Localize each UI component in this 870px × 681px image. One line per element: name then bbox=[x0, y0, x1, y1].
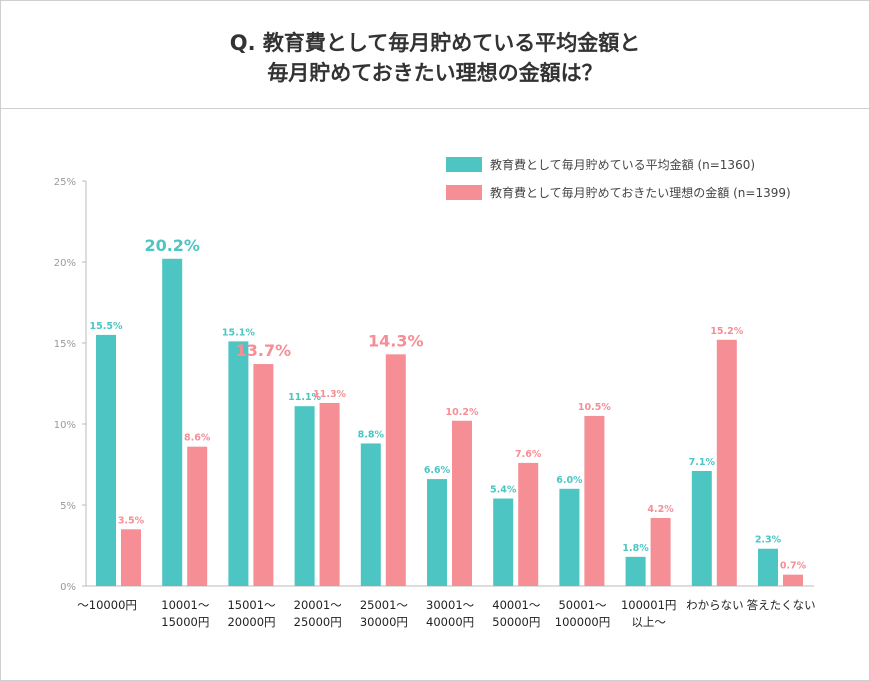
data-label: 6.0% bbox=[556, 475, 583, 486]
data-label: 8.6% bbox=[184, 433, 211, 444]
x-tick-label: 20000円 bbox=[227, 615, 275, 629]
data-label: 11.3% bbox=[313, 389, 346, 400]
y-tick-label: 5% bbox=[60, 501, 76, 512]
x-tick-label: 25001～ bbox=[360, 598, 409, 612]
bar bbox=[162, 258, 183, 586]
x-tick-label: 40001～ bbox=[492, 598, 541, 612]
data-label: 10.2% bbox=[446, 407, 479, 418]
bar bbox=[559, 488, 580, 586]
x-tick-label: 40000円 bbox=[426, 615, 474, 629]
legend-label: 教育費として毎月貯めている平均金額 (n=1360) bbox=[490, 157, 756, 172]
data-label: 6.6% bbox=[424, 465, 451, 476]
y-tick-label: 15% bbox=[54, 339, 76, 350]
bar bbox=[650, 517, 671, 586]
legend-item-ideal: 教育費として毎月貯めておきたい理想の金額 (n=1399) bbox=[446, 178, 791, 206]
data-label: 7.1% bbox=[689, 457, 716, 468]
x-tick-label: 50001～ bbox=[558, 598, 607, 612]
bar bbox=[758, 548, 778, 586]
legend-swatch-pink bbox=[446, 184, 482, 200]
data-label: 13.7% bbox=[236, 341, 292, 360]
data-label: 1.8% bbox=[622, 543, 649, 554]
bar bbox=[96, 334, 116, 586]
data-label: 14.3% bbox=[368, 331, 424, 350]
bar bbox=[121, 529, 141, 586]
y-tick-label: 20% bbox=[54, 258, 76, 269]
x-tick-label: 25000円 bbox=[294, 615, 342, 629]
x-tick-label: わからない bbox=[686, 598, 744, 612]
bar bbox=[187, 446, 208, 586]
bar bbox=[783, 574, 803, 586]
bar bbox=[625, 556, 646, 586]
title-line-1: Q. 教育費として毎月貯めている平均金額と bbox=[229, 31, 641, 55]
bar bbox=[518, 462, 539, 586]
bar bbox=[360, 443, 381, 586]
x-tick-label: 10001～ bbox=[161, 598, 210, 612]
data-label: 15.2% bbox=[710, 326, 743, 337]
x-tick-label: 20001～ bbox=[294, 598, 343, 612]
bar bbox=[584, 415, 605, 586]
bar bbox=[294, 406, 315, 586]
bar bbox=[228, 341, 249, 586]
x-tick-label: 15001～ bbox=[227, 598, 276, 612]
bar bbox=[691, 470, 712, 586]
legend-item-average: 教育費として毎月貯めている平均金額 (n=1360) bbox=[446, 150, 791, 178]
data-label: 2.3% bbox=[755, 535, 782, 546]
y-tick-label: 0% bbox=[60, 582, 76, 593]
bar bbox=[427, 479, 447, 586]
data-label: 5.4% bbox=[490, 485, 517, 496]
bar bbox=[319, 402, 340, 586]
data-label: 20.2% bbox=[144, 236, 200, 255]
bar bbox=[253, 364, 274, 586]
data-label: 15.1% bbox=[222, 327, 255, 338]
x-tick-label: 100001円 bbox=[621, 598, 676, 612]
x-tick-label: 30000円 bbox=[360, 615, 408, 629]
y-tick-label: 25% bbox=[54, 177, 76, 188]
data-label: 8.8% bbox=[358, 429, 385, 440]
data-label: 4.2% bbox=[647, 504, 674, 515]
data-label: 3.5% bbox=[118, 515, 145, 526]
x-tick-label: 50000円 bbox=[492, 615, 540, 629]
y-tick-label: 10% bbox=[54, 420, 76, 431]
x-tick-label: ～10000円 bbox=[77, 598, 137, 612]
legend-swatch-teal bbox=[446, 156, 482, 172]
title-line-2: 毎月貯めておきたい理想の金額は？ bbox=[267, 61, 603, 85]
legend-label: 教育費として毎月貯めておきたい理想の金額 (n=1399) bbox=[490, 185, 791, 200]
data-label: 15.5% bbox=[90, 321, 123, 332]
data-label: 7.6% bbox=[515, 449, 542, 460]
bar bbox=[716, 339, 737, 586]
x-tick-label: 答えたくない bbox=[747, 598, 816, 612]
x-tick-label: 15000円 bbox=[161, 615, 209, 629]
bar bbox=[493, 498, 514, 586]
legend: 教育費として毎月貯めている平均金額 (n=1360) 教育費として毎月貯めておき… bbox=[446, 150, 791, 206]
data-label: 0.7% bbox=[780, 561, 807, 572]
data-label: 11.1% bbox=[288, 392, 321, 403]
x-tick-label: 以上～ bbox=[631, 615, 666, 629]
chart-title: Q. 教育費として毎月貯めている平均金額と 毎月貯めておきたい理想の金額は？ bbox=[0, 28, 870, 88]
chart-header: Q. 教育費として毎月貯めている平均金額と 毎月貯めておきたい理想の金額は？ bbox=[0, 0, 870, 109]
bar bbox=[452, 420, 472, 586]
bar bbox=[385, 354, 406, 586]
x-tick-label: 100000円 bbox=[555, 615, 610, 629]
data-label: 10.5% bbox=[578, 402, 611, 413]
x-tick-label: 30001～ bbox=[426, 598, 475, 612]
